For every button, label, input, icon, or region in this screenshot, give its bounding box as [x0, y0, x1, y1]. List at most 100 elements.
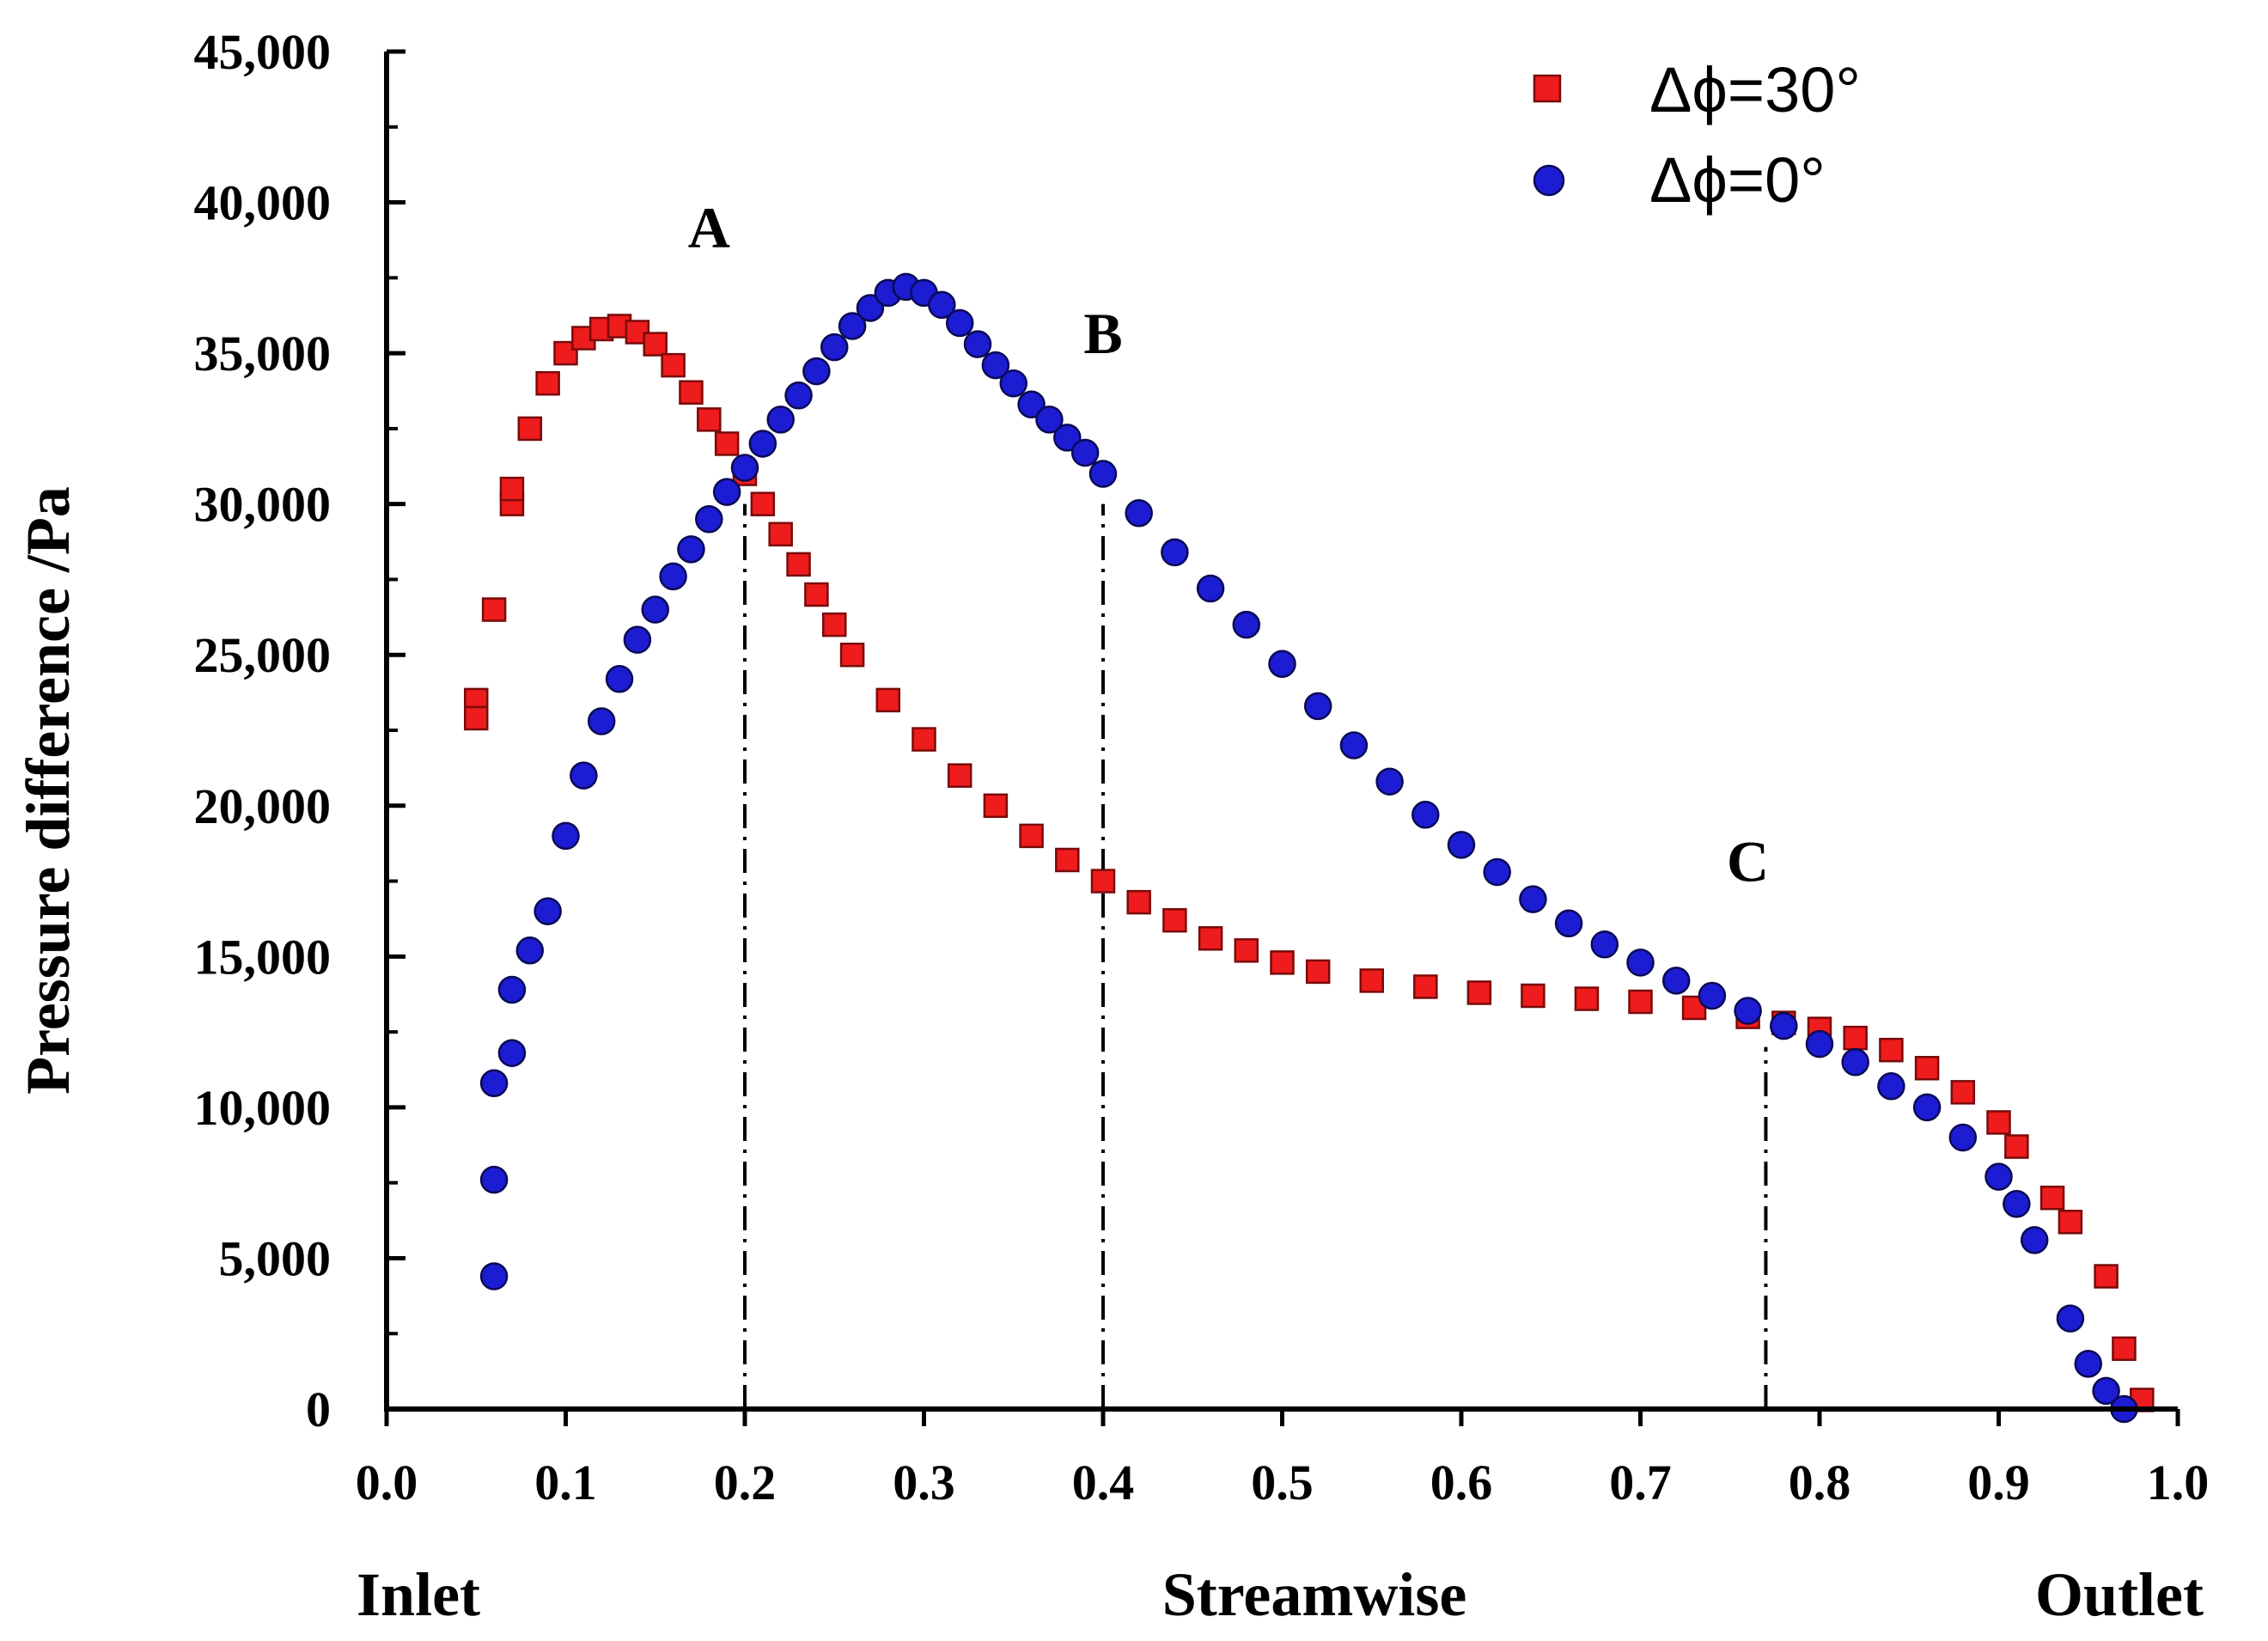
data-point-circle	[730, 454, 759, 482]
data-point-circle	[695, 504, 723, 534]
data-point-square	[1055, 847, 1080, 873]
data-point-square	[517, 416, 543, 442]
series-dphi-0	[479, 272, 2138, 1424]
data-point-circle	[1698, 981, 1727, 1010]
data-point-circle	[1339, 731, 1369, 759]
x-tick-label: 0.7	[1609, 1455, 1672, 1510]
data-point-square	[2039, 1185, 2065, 1211]
data-point-square	[1843, 1025, 1868, 1051]
legend-marker-square	[1533, 74, 1562, 103]
legend-label-dphi-30: Δϕ=30°	[1649, 54, 1861, 125]
data-point-square	[1914, 1055, 1940, 1081]
data-point-square	[1270, 950, 1295, 975]
data-point-circle	[963, 330, 992, 358]
data-point-circle	[641, 595, 669, 624]
data-point-circle	[1912, 1093, 1942, 1122]
data-point-circle	[605, 665, 634, 693]
data-point-square	[1574, 986, 1600, 1011]
data-point-circle	[552, 821, 580, 851]
data-point-circle	[1877, 1072, 1905, 1101]
data-point-circle	[1070, 438, 1100, 467]
data-point-circle	[570, 761, 598, 790]
data-point-circle	[1196, 574, 1225, 603]
data-point-square	[1466, 980, 1492, 1005]
data-point-circle	[1554, 909, 1583, 937]
data-point-circle	[515, 936, 545, 965]
data-point-square	[1986, 1110, 2011, 1135]
data-point-square	[1879, 1037, 1904, 1063]
data-point-circle	[623, 625, 652, 654]
data-point-square	[804, 582, 829, 607]
y-tick-label: 35,000	[194, 326, 332, 381]
y-tick-label: 20,000	[194, 778, 332, 834]
data-point-square	[714, 431, 740, 456]
data-point-circle	[1447, 831, 1476, 859]
y-tick-label: 5,000	[219, 1230, 332, 1286]
data-point-square	[750, 491, 776, 516]
data-point-circle	[659, 562, 687, 591]
legend-marker-circle	[1533, 164, 1565, 197]
data-point-circle	[1841, 1047, 1869, 1077]
y-tick-label: 30,000	[194, 477, 332, 533]
data-point-circle	[1590, 930, 1619, 959]
y-tick-label: 15,000	[194, 929, 332, 985]
y-tick-label: 10,000	[194, 1080, 332, 1136]
x-tick-label: 0.1	[534, 1455, 597, 1510]
x-tick-label: 0.5	[1251, 1455, 1314, 1510]
data-point-circle	[856, 294, 885, 322]
data-point-circle	[1770, 1011, 1798, 1040]
data-point-square	[1305, 959, 1331, 985]
x-tick-label: 0.0	[356, 1455, 418, 1510]
data-point-circle	[677, 535, 705, 564]
data-point-square	[464, 705, 489, 731]
data-point-circle	[1268, 650, 1296, 679]
data-point-circle	[1035, 406, 1064, 434]
x-tick-label: 0.2	[714, 1455, 777, 1510]
y-tick-label: 40,000	[194, 175, 332, 231]
x-tick-label: 0.9	[1967, 1455, 2030, 1510]
data-point-circle	[497, 975, 527, 1004]
data-point-circle	[1053, 424, 1082, 452]
data-point-square	[499, 476, 525, 502]
x-tick-label: 0.6	[1430, 1455, 1493, 1510]
data-point-square	[1198, 926, 1223, 951]
data-point-circle	[1734, 997, 1762, 1025]
data-point-circle	[587, 707, 616, 735]
data-point-square	[983, 793, 1009, 819]
data-point-circle	[1948, 1123, 1978, 1152]
data-point-circle	[1411, 801, 1440, 829]
data-point-circle	[479, 1069, 509, 1098]
data-point-square	[1162, 907, 1187, 933]
data-point-square	[875, 687, 901, 713]
data-point-circle	[1125, 498, 1153, 528]
data-point-square	[2004, 1134, 2029, 1159]
data-point-square	[697, 407, 722, 432]
data-point-circle	[1232, 610, 1261, 639]
data-point-square	[2094, 1264, 2119, 1289]
data-point-square	[2058, 1210, 2083, 1235]
inlet-label: Inlet	[357, 1560, 480, 1629]
x-tick-label: 0.8	[1789, 1455, 1851, 1510]
data-point-circle	[928, 290, 956, 320]
data-point-square	[947, 763, 972, 788]
data-point-circle	[2092, 1376, 2120, 1406]
data-point-square	[1628, 989, 1653, 1015]
data-point-circle	[1984, 1162, 2013, 1191]
data-point-square	[661, 352, 686, 378]
data-point-square	[2112, 1336, 2137, 1362]
x-tick-label: 1.0	[2147, 1455, 2210, 1510]
data-point-circle	[999, 369, 1027, 398]
data-point-square	[822, 612, 847, 637]
data-point-circle	[2056, 1304, 2085, 1333]
data-point-square	[1521, 983, 1546, 1009]
y-tick-label: 45,000	[194, 24, 332, 80]
data-point-square	[1234, 938, 1259, 963]
data-point-circle	[479, 1165, 509, 1194]
data-point-circle	[784, 381, 813, 410]
data-point-circle	[712, 478, 741, 506]
annotation-label-a: A	[688, 195, 730, 260]
data-point-square	[1126, 889, 1151, 915]
data-point-circle	[479, 1262, 509, 1290]
data-point-circle	[1375, 767, 1404, 796]
y-axis-title: Pressure difference /Pa	[14, 486, 82, 1095]
